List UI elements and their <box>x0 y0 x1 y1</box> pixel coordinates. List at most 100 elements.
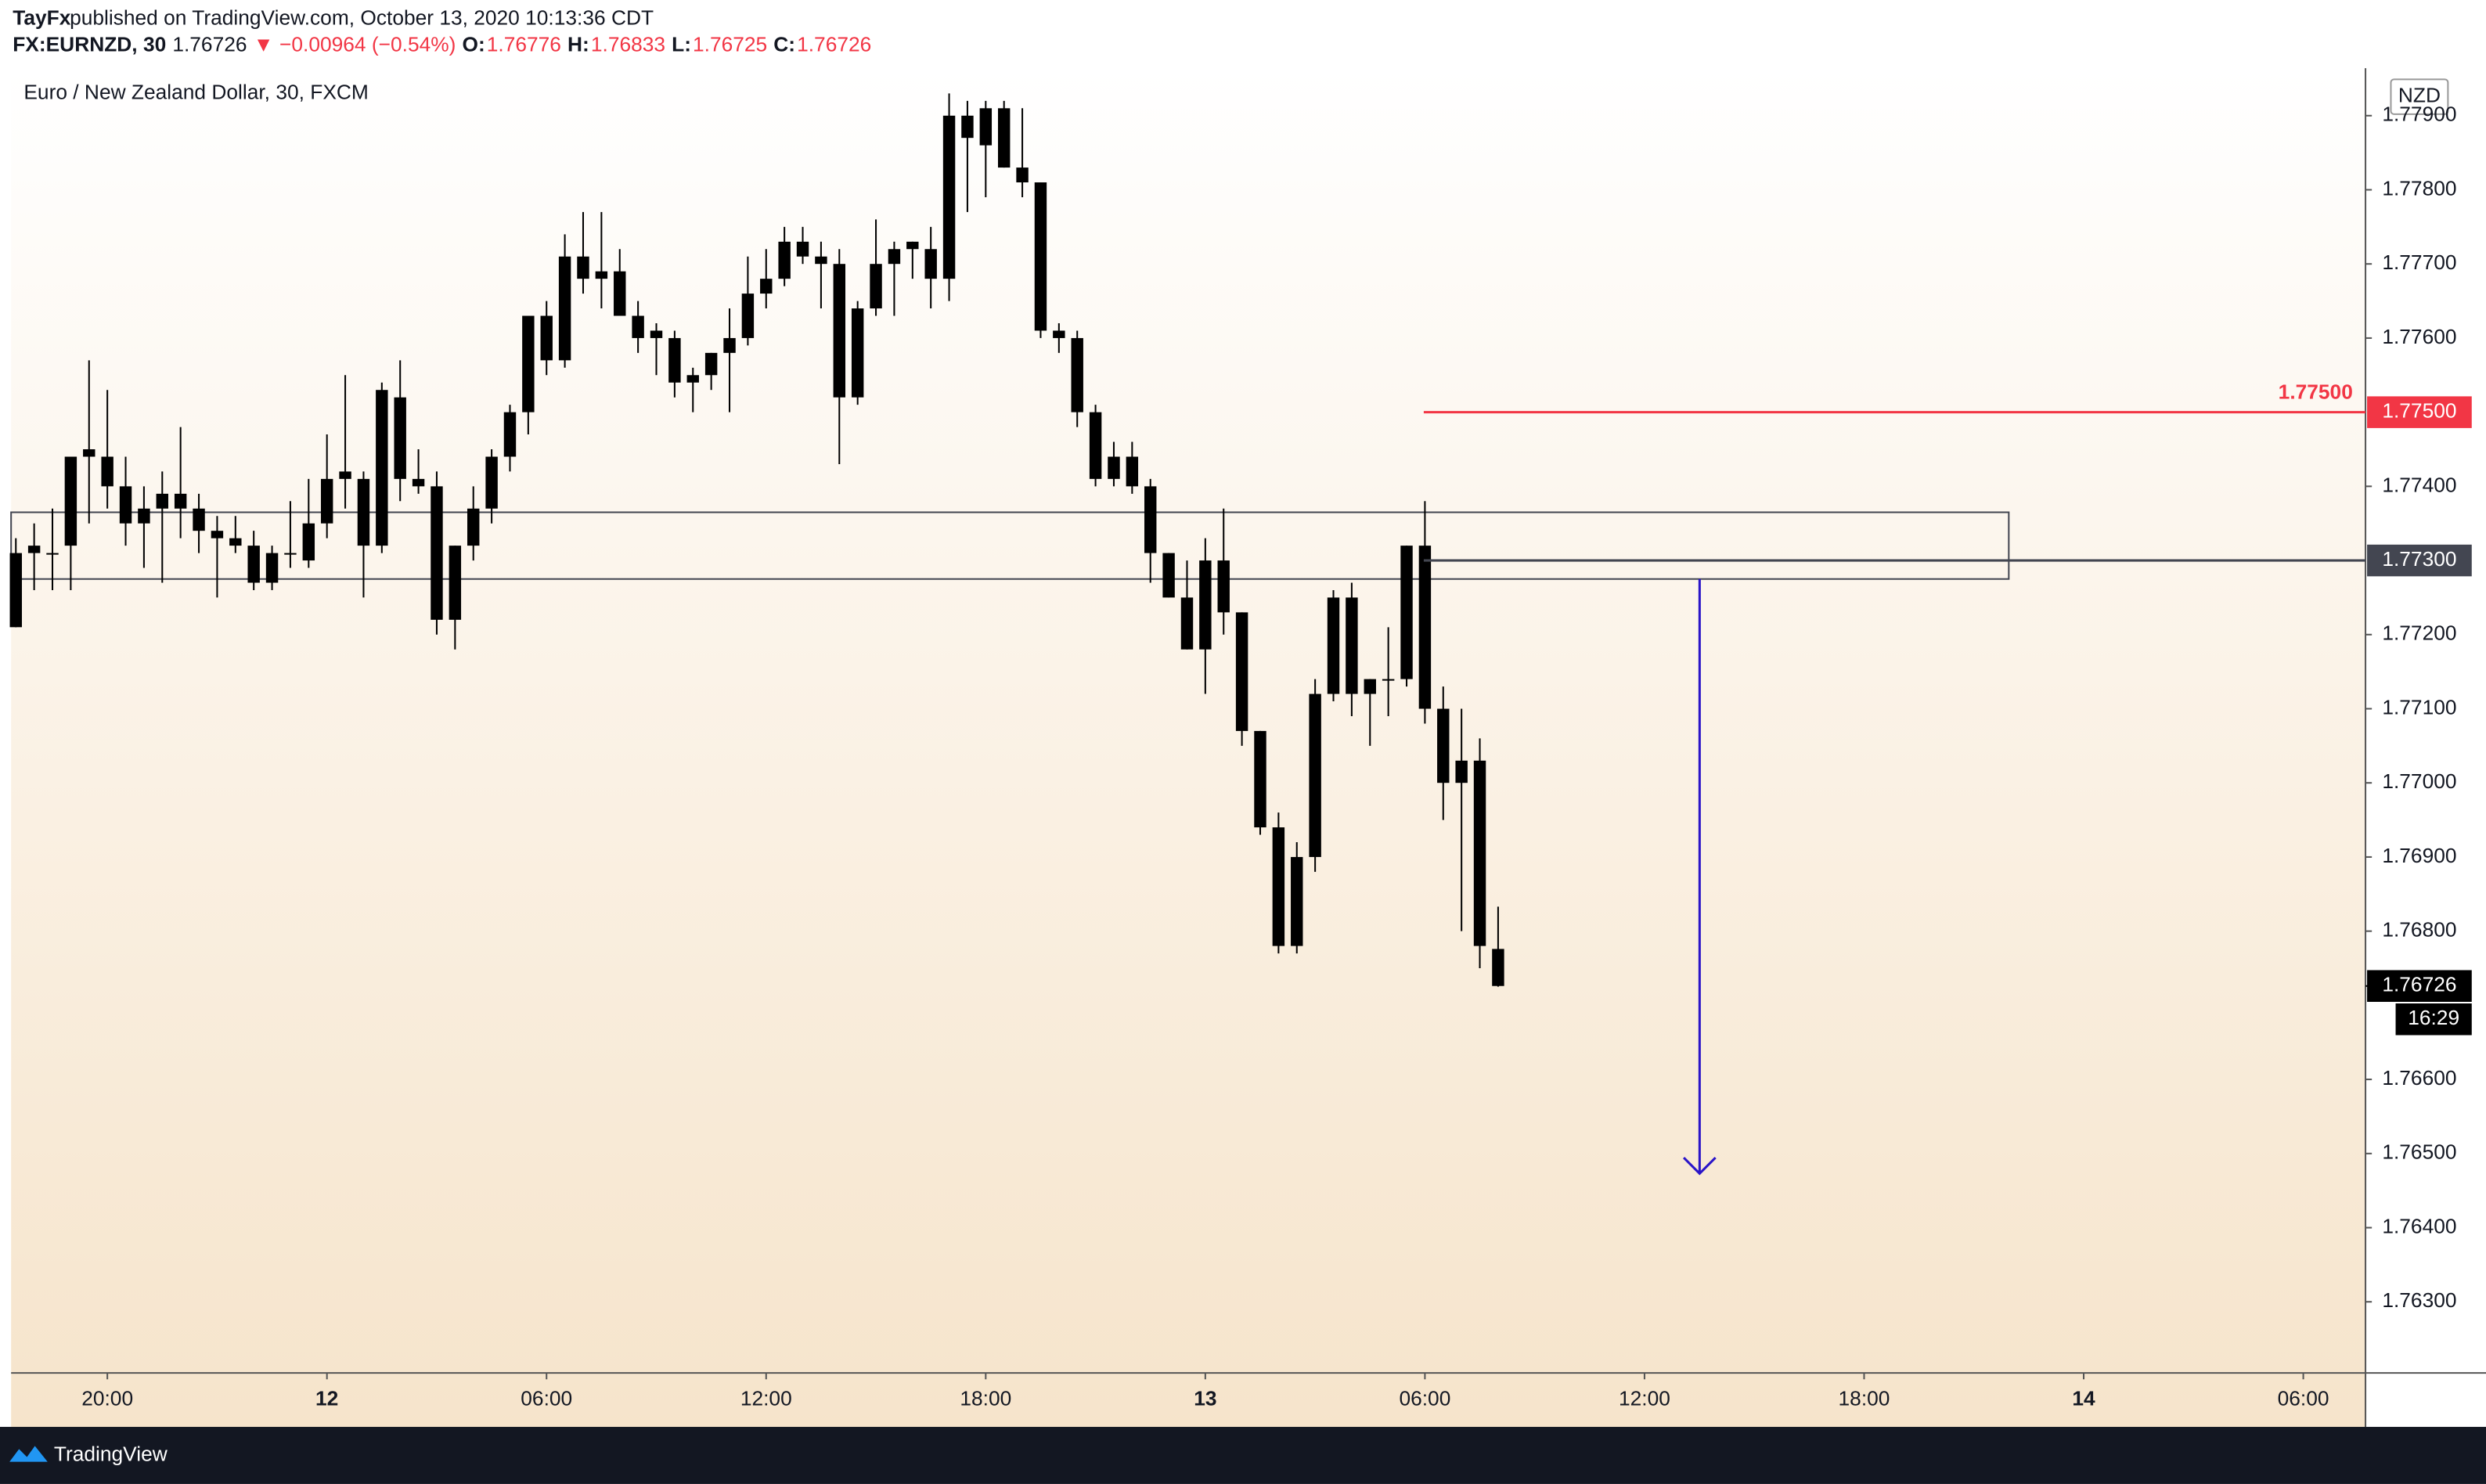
countdown: 16:29 <box>2408 1006 2459 1029</box>
candle-body <box>503 412 517 457</box>
candle-body <box>247 546 260 583</box>
candle-body <box>741 294 755 338</box>
y-tick-label: 1.76600 <box>2382 1066 2456 1090</box>
x-tick-label: 06:00 <box>1399 1387 1450 1410</box>
candle-body <box>522 315 535 412</box>
candle-body <box>1400 546 1413 679</box>
currency-box <box>2390 78 2449 115</box>
candle-body <box>119 486 132 524</box>
candle-body <box>1364 679 1376 694</box>
y-tick-label: 1.76800 <box>2382 918 2456 942</box>
candle-body <box>778 241 791 279</box>
candle-body <box>1254 730 1266 828</box>
candle-body <box>979 108 993 146</box>
y-tick-label: 1.77800 <box>2382 176 2456 200</box>
candle-body <box>1455 760 1468 783</box>
candle-body <box>723 337 736 353</box>
currency: NZD <box>2398 84 2441 107</box>
zone <box>10 511 2010 580</box>
candle-body <box>27 546 41 553</box>
candle-body <box>1071 337 1083 412</box>
published: published on TradingView.com, October 13… <box>70 5 654 29</box>
candle-body <box>357 478 370 546</box>
y-tick-label: 1.77100 <box>2382 695 2456 719</box>
candle-body <box>1235 612 1248 731</box>
legend-key: O: <box>463 33 485 56</box>
candle-body <box>1382 679 1395 681</box>
candle-body <box>156 493 169 509</box>
candle-body <box>924 249 937 279</box>
candle-body <box>101 456 113 487</box>
candle-body <box>174 493 187 509</box>
candle-body <box>302 523 315 561</box>
candle-body <box>431 486 443 620</box>
author: TayFx <box>13 5 70 29</box>
candle-body <box>1309 693 1321 857</box>
candle-body <box>46 553 59 555</box>
candle-body <box>394 397 406 479</box>
legend-text: 1.76776 <box>487 33 561 56</box>
x-tick-label: 18:00 <box>960 1387 1011 1410</box>
candle-body <box>485 456 498 509</box>
candle-body <box>815 256 827 265</box>
candle-body <box>1144 486 1157 553</box>
y-tick-label: 1.77900 <box>2382 103 2456 126</box>
candle-body <box>339 471 351 479</box>
last-price: 1.76726 <box>2382 973 2456 996</box>
candle-body <box>1217 560 1230 613</box>
candle-body <box>997 108 1011 168</box>
candle-body <box>595 271 608 279</box>
candle-body <box>449 546 462 620</box>
candle-body <box>704 352 718 376</box>
candle-body <box>614 271 626 316</box>
candle-body <box>686 375 699 383</box>
x-tick-label: 12:00 <box>1619 1387 1670 1410</box>
legend-text: 1.76833 <box>591 33 665 56</box>
x-tick-label: 18:00 <box>1839 1387 1890 1410</box>
y-tick-label: 1.77700 <box>2382 250 2456 274</box>
candle-body <box>1126 456 1139 487</box>
x-tick-label: 12 <box>315 1387 338 1410</box>
candle-body <box>229 538 242 546</box>
candle-body <box>1418 546 1432 709</box>
candle-body <box>211 531 224 538</box>
candle-body <box>632 315 644 338</box>
candle-body <box>376 390 388 546</box>
legend-text: FX:EURNZD, 30 <box>13 33 166 56</box>
price-label-bg <box>2367 544 2472 577</box>
candle-body <box>467 508 480 546</box>
y-tick-label: 1.77000 <box>2382 769 2456 793</box>
x-tick-label: 20:00 <box>81 1387 133 1410</box>
legend-key: H: <box>567 33 589 56</box>
x-tick-label: 12:00 <box>740 1387 792 1410</box>
price-label: 1.77500 <box>2382 399 2456 423</box>
y-tick-label: 1.77600 <box>2382 325 2456 348</box>
x-tick-label: 14 <box>2072 1387 2095 1410</box>
candle-body <box>1327 597 1340 694</box>
candle-body <box>138 508 150 524</box>
y-tick-label: 1.77400 <box>2382 473 2456 496</box>
candle-body <box>193 508 205 531</box>
last-price-bg <box>2367 970 2472 1002</box>
level-text: 1.77500 <box>2279 380 2353 403</box>
arrow-head <box>1683 1157 1717 1176</box>
candle-body <box>1053 330 1065 338</box>
candle-body <box>650 330 663 338</box>
legend: FX:EURNZD, 30 1.76726 ▼ −0.00964 (−0.54%) O… <box>13 33 871 56</box>
y-tick-label: 1.76300 <box>2382 1288 2456 1312</box>
candle-body <box>64 456 77 546</box>
candle-body <box>1437 708 1450 783</box>
legend-key: L: <box>672 33 691 56</box>
price-label-bg <box>2367 396 2472 428</box>
candle-body <box>888 249 901 265</box>
chart-title: Euro / New Zealand Dollar, 30, FXCM <box>23 81 368 104</box>
legend-text: 1.76726 <box>797 33 871 56</box>
candle-body <box>265 553 279 583</box>
candle-body <box>760 279 773 294</box>
legend-text: ▼ −0.00964 (−0.54%) <box>254 33 456 56</box>
logo <box>9 1446 48 1462</box>
y-tick-label: 1.77200 <box>2382 621 2456 645</box>
candle-body <box>83 448 95 457</box>
price-axis <box>2365 68 2486 1428</box>
y-tick-label: 1.76400 <box>2382 1214 2456 1237</box>
